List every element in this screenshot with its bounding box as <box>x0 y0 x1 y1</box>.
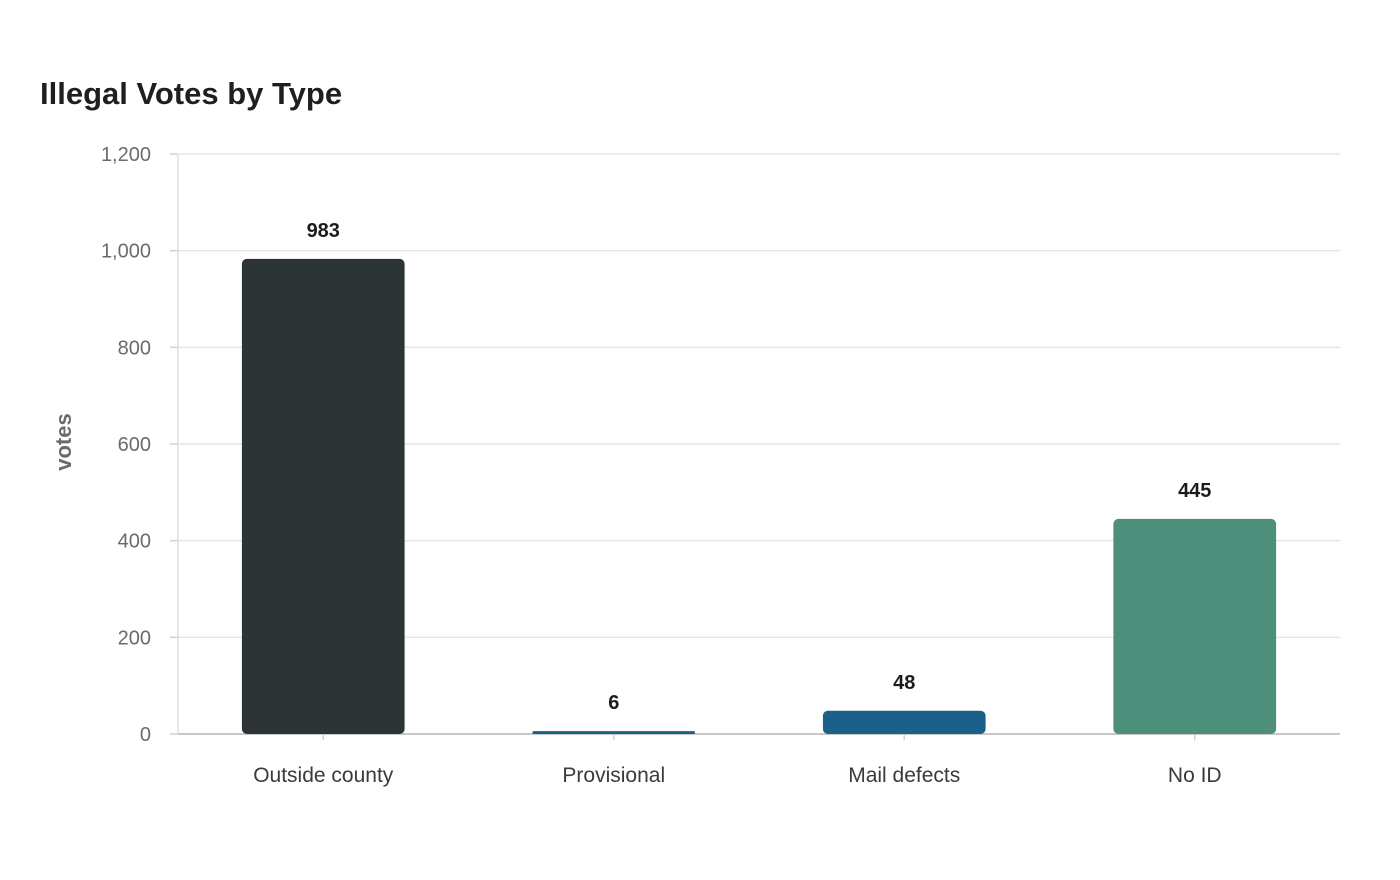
y-axis-ticks: 0 200 400 600 800 1,000 1,200 <box>101 144 178 746</box>
x-tick-label: Provisional <box>562 764 665 787</box>
data-label: 48 <box>893 672 915 694</box>
bar <box>1113 518 1277 734</box>
y-axis-label: votes <box>51 413 76 470</box>
y-tick-label: 200 <box>118 627 151 649</box>
x-tick-label: Outside county <box>253 764 394 787</box>
y-tick-label: 1,000 <box>101 241 151 263</box>
x-tick-label: Mail defects <box>848 764 960 787</box>
bar <box>532 731 696 734</box>
bar <box>241 258 405 734</box>
y-tick-label: 800 <box>118 337 151 359</box>
bars <box>241 258 1277 734</box>
x-tick-label: No ID <box>1168 764 1222 787</box>
bar <box>822 710 986 734</box>
y-tick-label: 0 <box>140 724 151 746</box>
data-label: 6 <box>608 692 619 714</box>
value-labels: 983 6 48 445 <box>307 220 1212 714</box>
data-label: 983 <box>307 220 340 242</box>
y-tick-label: 600 <box>118 434 151 456</box>
data-label: 445 <box>1178 480 1211 502</box>
y-tick-label: 1,200 <box>101 144 151 166</box>
chart-title: Illegal Votes by Type <box>40 76 343 111</box>
y-tick-label: 400 <box>118 531 151 553</box>
x-axis-ticks: Outside county Provisional Mail defects No … <box>253 734 1222 787</box>
